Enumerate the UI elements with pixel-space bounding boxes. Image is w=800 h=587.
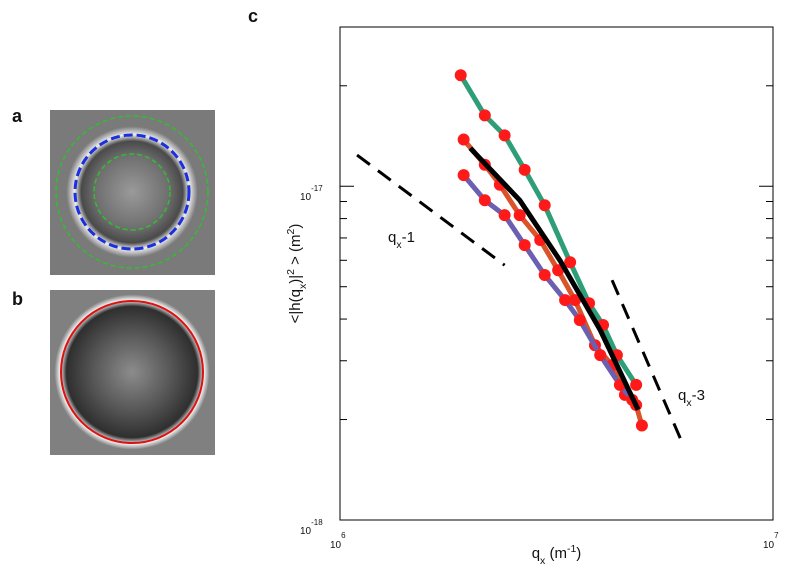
- data-point: [498, 129, 511, 142]
- x-axis-label-part: -1: [567, 543, 576, 555]
- x-tick-exponent: 6: [341, 531, 346, 540]
- data-point: [518, 239, 531, 252]
- x-tick-exponent: 7: [774, 531, 779, 540]
- series-line: [461, 173, 635, 402]
- panel-label: c: [248, 6, 258, 26]
- image-b: [50, 290, 215, 455]
- data-point: [538, 269, 551, 282]
- reference-line: [610, 279, 685, 446]
- data-point: [538, 199, 551, 212]
- reference-line: [356, 153, 506, 267]
- panel-label: b: [12, 289, 23, 309]
- reference-label-part: q: [388, 229, 396, 246]
- x-tick-label: 107: [763, 531, 779, 551]
- x-tick-base: 10: [330, 540, 342, 551]
- data-point: [478, 109, 491, 122]
- y-tick-exponent: -18: [311, 518, 323, 527]
- y-tick-exponent: -17: [311, 184, 323, 193]
- x-axis-label-part: q: [532, 545, 540, 562]
- x-axis-label-part: (m: [545, 545, 567, 562]
- reference-label-part: -1: [402, 229, 415, 246]
- data-point: [559, 294, 572, 307]
- y-tick-base: 10: [300, 192, 312, 203]
- data-point: [454, 69, 467, 82]
- data-point: [498, 209, 511, 222]
- y-axis-label-part: 2: [285, 269, 297, 275]
- data-point: [518, 163, 531, 176]
- reference-label-part: -3: [692, 387, 705, 404]
- data-point: [478, 194, 491, 207]
- data-point: [564, 256, 577, 269]
- data-point: [573, 314, 586, 327]
- y-axis-label-part: 2: [285, 228, 297, 234]
- image-a: [50, 110, 215, 275]
- y-axis-label-part: x: [297, 283, 309, 289]
- reference-label-part: q: [678, 387, 686, 404]
- y-axis-label-part: > (m: [287, 234, 304, 269]
- x-tick-label: 106: [330, 531, 346, 551]
- panel-label: a: [12, 106, 23, 126]
- data-point: [630, 378, 643, 391]
- series-line: [468, 146, 641, 411]
- y-axis-label: <|h(qx)|2 > (m2): [285, 224, 309, 324]
- y-axis-label-part: <|h(q: [287, 289, 304, 323]
- reference-label: qx-1: [388, 229, 415, 251]
- data-point: [569, 294, 582, 307]
- x-tick-base: 10: [763, 540, 775, 551]
- y-tick-label: 10-18: [300, 518, 323, 537]
- x-axis-label-part: x: [540, 555, 546, 567]
- reference-label-part: x: [686, 397, 692, 409]
- x-axis-label: qx (m-1): [532, 543, 582, 567]
- y-axis-label-part: )|: [287, 275, 304, 284]
- reference-label: qx-3: [678, 387, 705, 409]
- y-tick-base: 10: [300, 526, 312, 537]
- data-point: [635, 419, 648, 432]
- x-axis-label-part: ): [576, 545, 581, 562]
- y-axis-label-part: ): [287, 224, 304, 229]
- data-point: [594, 349, 607, 362]
- data-point: [457, 133, 470, 146]
- y-tick-label: 10-17: [300, 184, 323, 203]
- plot-frame: [339, 26, 774, 521]
- reference-label-part: x: [396, 239, 402, 251]
- data-point: [457, 169, 470, 182]
- series-line: [458, 74, 639, 387]
- data-point: [513, 209, 526, 222]
